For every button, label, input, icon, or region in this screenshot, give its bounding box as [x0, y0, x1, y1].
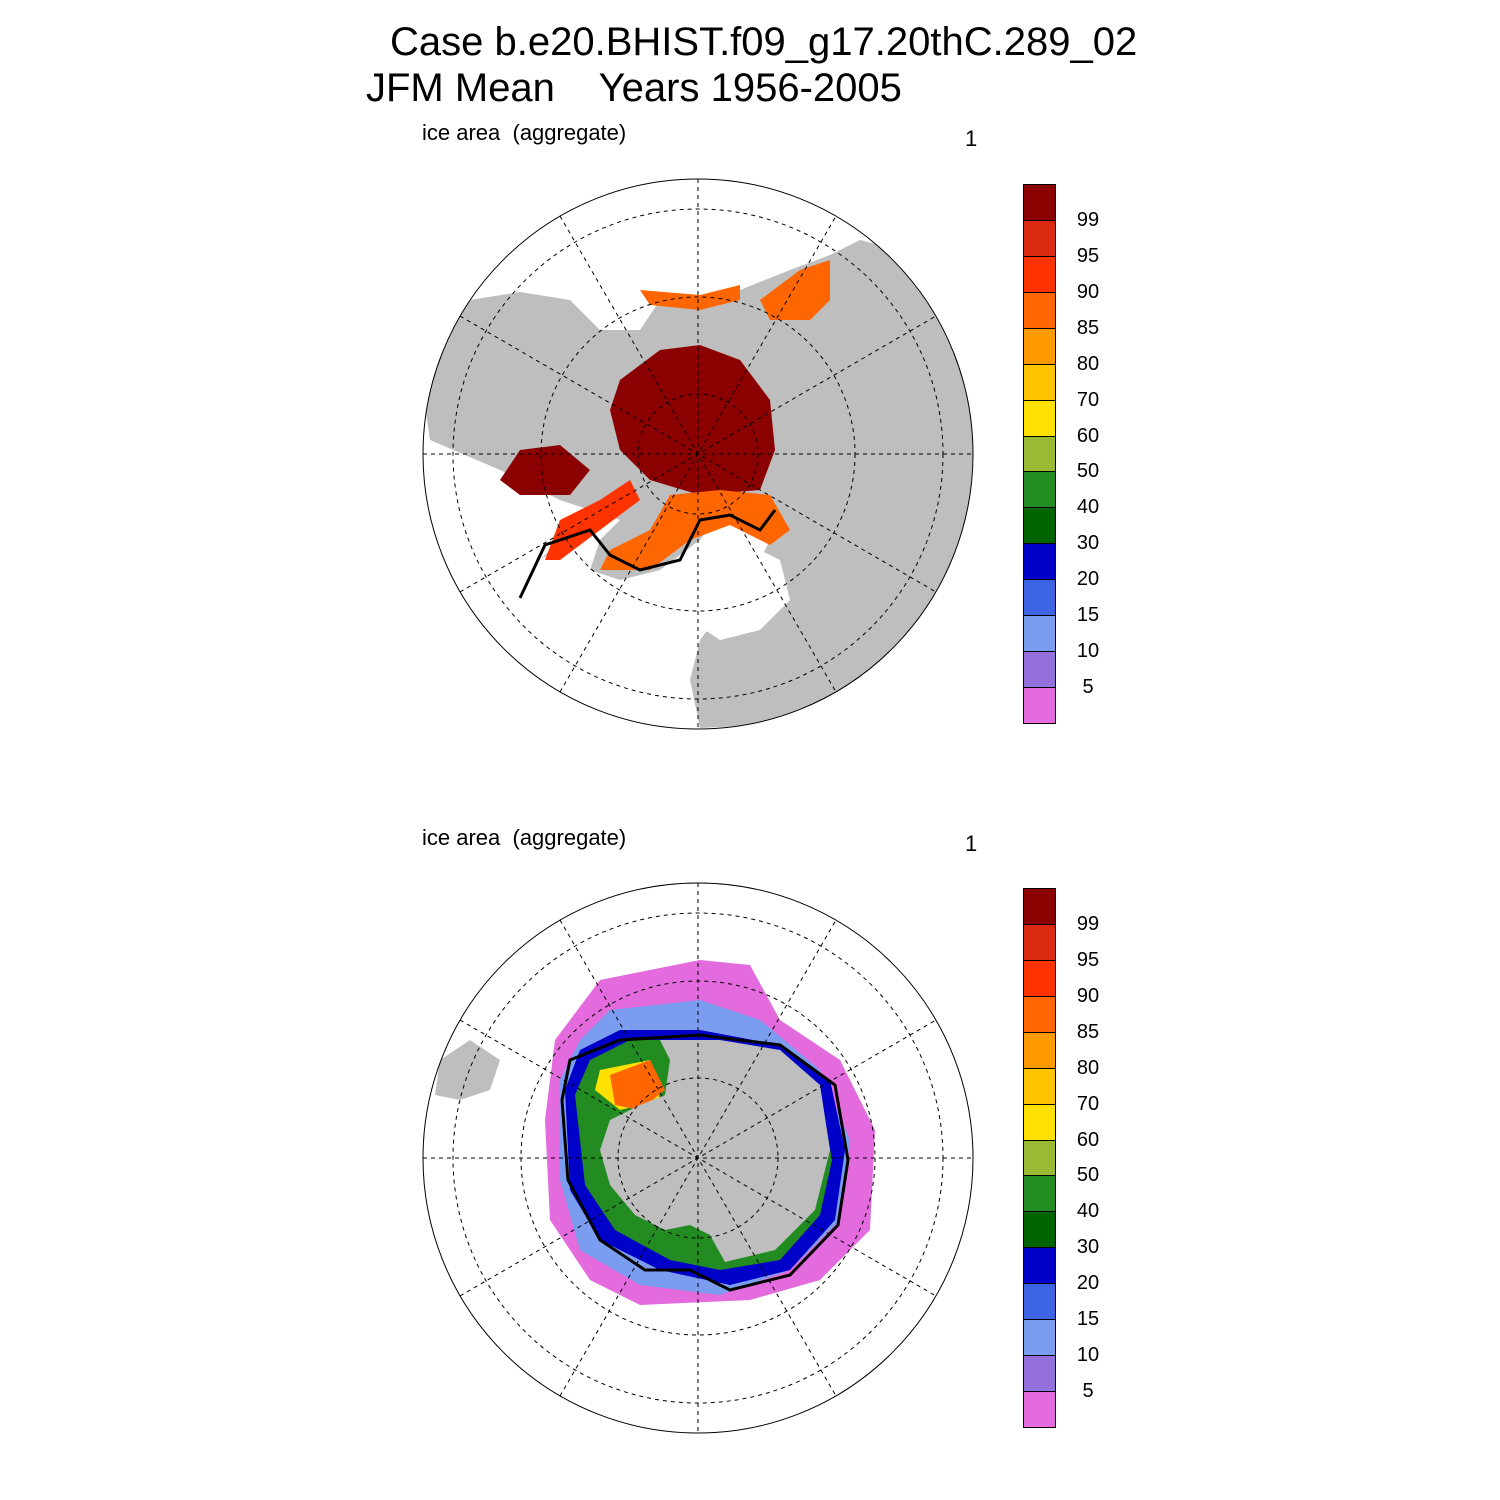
south-colorbar-swatch — [1023, 888, 1056, 925]
south-colorbar-tick-label: 15 — [1076, 1308, 1100, 1331]
south-map-border — [422, 882, 974, 1434]
north-ice-core — [610, 345, 775, 495]
north-colorbar-swatch — [1023, 363, 1056, 401]
south-colorbar-tick-label: 85 — [1076, 1020, 1100, 1043]
north-panel-label: ice area (aggregate) — [422, 120, 627, 145]
south-land-samerica — [435, 1040, 500, 1100]
south-colorbar-swatch — [1023, 923, 1056, 961]
north-colorbar-swatch — [1023, 687, 1056, 724]
north-colorbar-swatch — [1023, 435, 1056, 473]
north-land-scandinavia — [690, 540, 790, 640]
north-colorbar-swatch — [1023, 291, 1056, 329]
south-colorbar-tick-label: 20 — [1076, 1272, 1100, 1295]
north-colorbar-tick-label: 10 — [1076, 640, 1100, 663]
north-ice-extent-line — [518, 509, 777, 599]
south-ice-weddell — [610, 1060, 665, 1110]
north-ice-edge-labrador — [545, 480, 640, 560]
south-colorbar: 5 10 15 20 30 40 50 60 70 80 85 90 95 99 — [1023, 888, 1099, 1428]
south-colorbar-swatch — [1023, 1211, 1056, 1249]
south-colorbar-tick-label: 50 — [1076, 1164, 1100, 1187]
south-land-antarctica — [600, 1040, 830, 1262]
south-colorbar-tick-label: 60 — [1076, 1128, 1100, 1151]
north-colorbar-tick-label: 20 — [1076, 568, 1100, 591]
north-colorbar-tick-label: 40 — [1076, 496, 1100, 519]
south-colorbar-swatch — [1023, 1067, 1056, 1105]
south-panel-label: ice area (aggregate) — [422, 825, 627, 850]
north-colorbar-tick-label: 85 — [1076, 316, 1100, 339]
north-colorbar-swatch — [1023, 651, 1056, 689]
north-colorbar-tick-label: 99 — [1076, 208, 1100, 231]
south-colorbar-swatch — [1023, 959, 1056, 997]
north-ice-hudson — [500, 445, 590, 495]
south-colorbar-tick-label: 80 — [1076, 1056, 1100, 1079]
south-ice-extent-line — [560, 1033, 850, 1292]
north-colorbar-swatch — [1023, 255, 1056, 293]
north-colorbar-swatch — [1023, 507, 1056, 545]
north-panel-number: 1 — [965, 126, 978, 151]
south-colorbar-tick-label: 40 — [1076, 1200, 1100, 1223]
south-colorbar-tick-label: 90 — [1076, 984, 1100, 1007]
south-colorbar-swatch — [1023, 1175, 1056, 1213]
north-colorbar-swatch — [1023, 219, 1056, 257]
north-colorbar-swatch — [1023, 184, 1056, 221]
figure-title-case: Case b.e20.BHIST.f09_g17.20thC.289_02 — [390, 20, 1138, 64]
figure-title-period: JFM Mean Years 1956-2005 — [366, 66, 902, 110]
south-colorbar-swatch — [1023, 1355, 1056, 1393]
north-colorbar-tick-label: 95 — [1076, 244, 1100, 267]
south-colorbar-swatch — [1023, 1139, 1056, 1177]
south-colorbar-swatch — [1023, 1391, 1056, 1428]
south-colorbar-swatch — [1023, 1283, 1056, 1321]
north-colorbar-tick-label: 30 — [1076, 532, 1100, 555]
north-colorbar: 5 10 15 20 30 40 50 60 70 80 85 90 95 99 — [1023, 184, 1099, 724]
north-colorbar-swatch — [1023, 579, 1056, 617]
north-colorbar-tick-label: 90 — [1076, 280, 1100, 303]
north-colorbar-tick-label: 15 — [1076, 604, 1100, 627]
north-ice-edge-okhotsk — [760, 260, 830, 320]
north-colorbar-tick-label: 80 — [1076, 352, 1100, 375]
south-polar-map — [422, 882, 974, 1434]
south-colorbar-swatch — [1023, 1319, 1056, 1357]
south-colorbar-swatch — [1023, 1103, 1056, 1141]
south-colorbar-tick-label: 30 — [1076, 1236, 1100, 1259]
north-colorbar-swatch — [1023, 471, 1056, 509]
south-colorbar-swatch — [1023, 995, 1056, 1033]
north-polar-map — [422, 178, 974, 730]
south-colorbar-tick-label: 99 — [1076, 912, 1100, 935]
north-colorbar-swatch — [1023, 543, 1056, 581]
north-colorbar-tick-label: 5 — [1082, 676, 1094, 699]
south-panel-number: 1 — [965, 831, 978, 856]
south-colorbar-tick-label: 10 — [1076, 1344, 1100, 1367]
south-colorbar-swatch — [1023, 1247, 1056, 1285]
north-map-border — [422, 178, 974, 730]
north-colorbar-tick-label: 50 — [1076, 460, 1100, 483]
south-colorbar-tick-label: 70 — [1076, 1092, 1100, 1115]
north-colorbar-swatch — [1023, 327, 1056, 365]
north-colorbar-swatch — [1023, 399, 1056, 437]
north-colorbar-tick-label: 60 — [1076, 424, 1100, 447]
north-colorbar-swatch — [1023, 615, 1056, 653]
south-colorbar-tick-label: 5 — [1082, 1380, 1094, 1403]
north-colorbar-tick-label: 70 — [1076, 388, 1100, 411]
south-colorbar-swatch — [1023, 1031, 1056, 1069]
south-colorbar-tick-label: 95 — [1076, 948, 1100, 971]
